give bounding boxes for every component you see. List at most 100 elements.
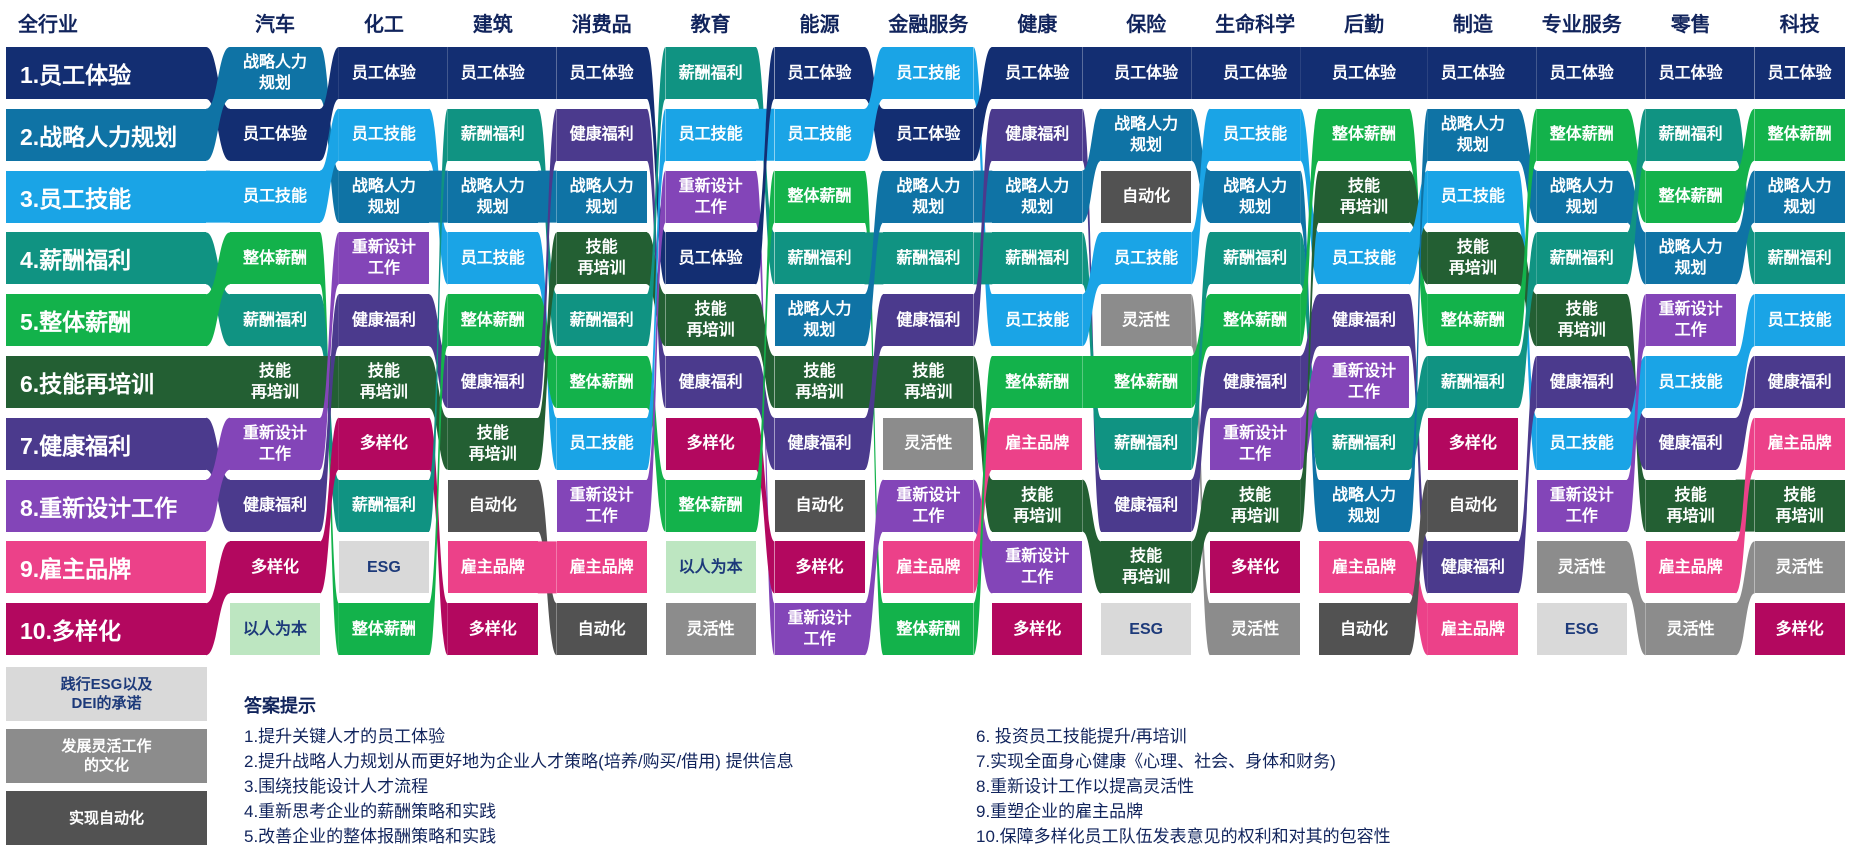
ribbon-connector xyxy=(1409,479,1428,656)
topic-tile: 战略人力 规划 xyxy=(1319,479,1409,532)
topic-tile: 技能 再培训 xyxy=(556,232,647,285)
topic-tile: 多样化 xyxy=(447,603,538,656)
ribbon-connector xyxy=(1082,47,1102,99)
ribbon-connector xyxy=(320,294,339,532)
ribbon-connector xyxy=(973,479,993,594)
ribbon-connector xyxy=(755,356,775,470)
ribbon-connector xyxy=(973,170,993,223)
industry-header: 科技 xyxy=(1779,14,1820,36)
topic-tile: 自动化 xyxy=(1101,170,1192,223)
topic-tile: 重新设计 工作 xyxy=(883,479,974,532)
topic-tile: 灵活性 xyxy=(883,417,974,470)
topic-tile: 员工技能 xyxy=(338,108,429,161)
topic-tile: 雇主品牌 xyxy=(992,417,1083,470)
topic-tile: 员工体验 xyxy=(1645,47,1736,99)
ribbon-connector xyxy=(206,356,230,408)
topic-tile: 战略人力 规划 xyxy=(1645,232,1736,285)
ribbon-connector xyxy=(428,170,448,223)
hint-item: 3.围绕技能设计人才流程 xyxy=(244,777,429,796)
ribbon-connector xyxy=(1517,232,1537,347)
topic-tile: 重新设计 工作 xyxy=(338,232,429,285)
topic-tile: 健康福利 xyxy=(230,479,320,532)
topic-tile: 薪酬福利 xyxy=(230,294,320,347)
ribbon-connector xyxy=(320,417,339,594)
ribbon-connector xyxy=(755,170,775,532)
topic-tile: 自动化 xyxy=(774,479,865,532)
ribbon-connector xyxy=(864,170,884,347)
topic-tile: 雇主品牌 xyxy=(1319,541,1409,594)
topic-tile: 员工技能 xyxy=(1101,232,1192,285)
ribbon-connector xyxy=(1191,47,1211,99)
ribbon-connector xyxy=(1191,356,1211,532)
topic-tile: 整体薪酬 xyxy=(992,356,1083,408)
topic-tile: 重新设计 工作 xyxy=(230,417,320,470)
ribbon-connector xyxy=(428,47,448,99)
topic-tile: 健康福利 xyxy=(1101,479,1192,532)
ribbon-connector xyxy=(428,294,448,408)
ribbon-connector xyxy=(1517,232,1537,408)
topic-tile: 员工技能 xyxy=(1427,170,1518,223)
ribbon-connector xyxy=(1517,356,1537,594)
topic-tile: 薪酬福利 xyxy=(1427,356,1518,408)
topic-tile: 员工技能 xyxy=(1210,108,1301,161)
row-label: 7.健康福利 xyxy=(6,417,206,470)
ribbon-connector xyxy=(320,108,339,223)
ribbon-connector xyxy=(1300,47,1319,99)
topic-tile: 技能 再培训 xyxy=(665,294,756,347)
topic-tile: 技能 再培训 xyxy=(338,356,429,408)
ribbon-connector xyxy=(646,108,666,470)
topic-tile: 整体薪酬 xyxy=(883,603,974,656)
ribbon-connector xyxy=(1082,479,1102,594)
ribbon-connector xyxy=(206,541,230,656)
ribbon-connector xyxy=(1626,541,1646,656)
topic-tile: 薪酬福利 xyxy=(774,232,865,285)
topic-tile: 薪酬福利 xyxy=(338,479,429,532)
row-label: 4.薪酬福利 xyxy=(6,232,206,285)
ribbon-connector xyxy=(1082,232,1102,347)
ribbon-connector xyxy=(973,356,993,656)
topic-tile: 薪酬福利 xyxy=(1210,232,1301,285)
row-label: 9.雇主品牌 xyxy=(6,541,206,594)
topic-tile: 员工体验 xyxy=(883,108,974,161)
topic-tile: 整体薪酬 xyxy=(665,479,756,532)
topic-tile: 战略人力 规划 xyxy=(1427,108,1518,161)
ribbon-connector xyxy=(1082,108,1102,223)
topic-tile: 整体薪酬 xyxy=(1645,170,1736,223)
topic-tile: ESG xyxy=(1536,603,1627,656)
topic-tile: 战略人力 规划 xyxy=(338,170,429,223)
topic-tile: 雇主品牌 xyxy=(1754,417,1845,470)
topic-tile: 员工体验 xyxy=(556,47,647,99)
topic-tile: 薪酬福利 xyxy=(992,232,1083,285)
ribbon-connector xyxy=(1191,108,1211,285)
topic-tile: 员工技能 xyxy=(883,47,974,99)
topic-tile: 多样化 xyxy=(774,541,865,594)
topic-tile: 员工技能 xyxy=(992,294,1083,347)
industry-header: 汽车 xyxy=(255,14,295,36)
hint-item: 9.重塑企业的雇主品牌 xyxy=(976,802,1144,821)
ribbon-connector xyxy=(320,232,339,470)
row-label: 3.员工技能 xyxy=(6,170,206,223)
topic-tile: 健康福利 xyxy=(1536,356,1627,408)
topic-tile: 多样化 xyxy=(338,417,429,470)
topic-tile: 整体薪酬 xyxy=(230,232,320,285)
topic-tile: 战略人力 规划 xyxy=(1210,170,1301,223)
topic-tile: 雇主品牌 xyxy=(1645,541,1736,594)
ribbon-connector xyxy=(206,170,230,223)
ribbon-connector xyxy=(1300,170,1319,532)
row-label: 2.战略人力规划 xyxy=(6,108,206,161)
industry-header: 建筑 xyxy=(472,14,513,36)
ribbon-connector xyxy=(973,108,993,347)
row-label: 10.多样化 xyxy=(6,603,206,656)
topic-tile: 健康福利 xyxy=(992,108,1083,161)
topic-tile: 健康福利 xyxy=(883,294,974,347)
topic-tile: 多样化 xyxy=(1754,603,1845,656)
topic-tile: 员工体验 xyxy=(447,47,538,99)
hint-item: 5.改善企业的整体报酬策略和实践 xyxy=(244,827,497,846)
topic-tile: 技能 再培训 xyxy=(1319,170,1409,223)
topic-tile: 重新设计 工作 xyxy=(774,603,865,656)
topic-tile: 健康福利 xyxy=(1210,356,1301,408)
row-label: 8.重新设计工作 xyxy=(6,479,206,532)
topic-tile: 战略人力 规划 xyxy=(556,170,647,223)
topic-tile: 整体薪酬 xyxy=(338,603,429,656)
topic-tile: 自动化 xyxy=(1319,603,1409,656)
